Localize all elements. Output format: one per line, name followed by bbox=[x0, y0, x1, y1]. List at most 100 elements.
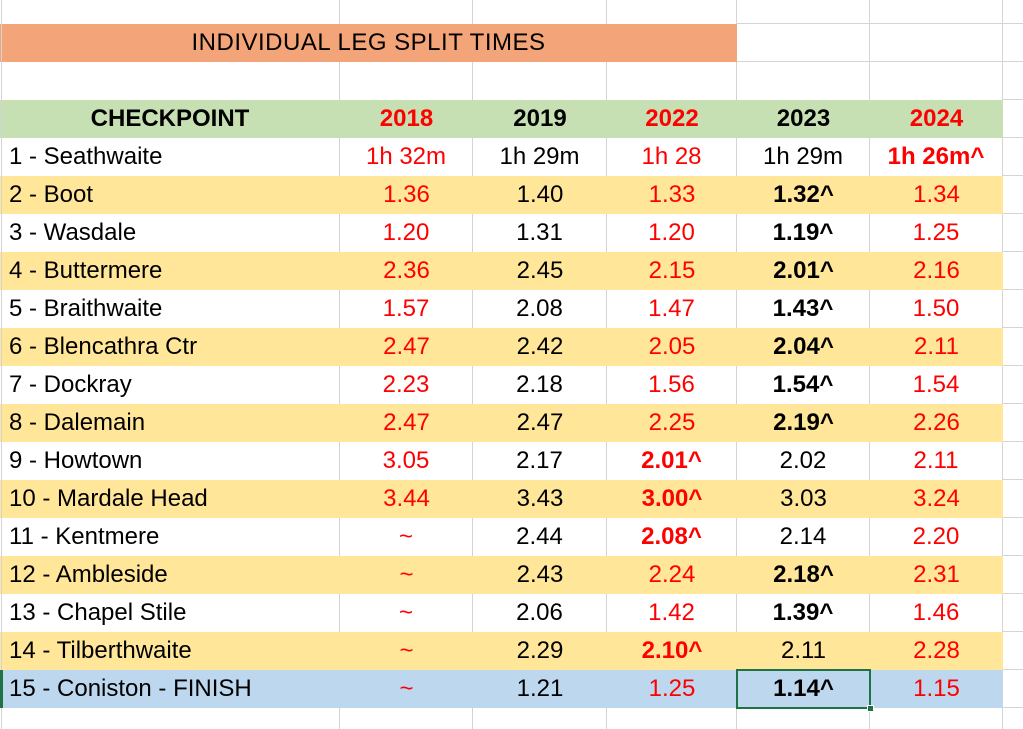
checkpoint-cell-row7[interactable]: 7 - Dockray bbox=[0, 366, 340, 404]
value-cell-row4-2019[interactable]: 2.45 bbox=[473, 252, 607, 290]
value-cell-row6-2022[interactable]: 2.05 bbox=[607, 328, 737, 366]
value-cell-row6-2023[interactable]: 2.04^ bbox=[737, 328, 870, 366]
value-cell-row7-2022[interactable]: 1.56 bbox=[607, 366, 737, 404]
value-cell-row7-2019[interactable]: 2.18 bbox=[473, 366, 607, 404]
value-cell-row2-2023[interactable]: 1.32^ bbox=[737, 176, 870, 214]
checkpoint-cell-row5[interactable]: 5 - Braithwaite bbox=[0, 290, 340, 328]
empty-cell[interactable] bbox=[870, 708, 1003, 729]
value-cell-row3-2018[interactable]: 1.20 bbox=[340, 214, 473, 252]
empty-cell[interactable] bbox=[1003, 176, 1023, 214]
value-cell-row11-2022[interactable]: 2.08^ bbox=[607, 518, 737, 556]
checkpoint-cell-row2[interactable]: 2 - Boot bbox=[0, 176, 340, 214]
value-cell-row2-2018[interactable]: 1.36 bbox=[340, 176, 473, 214]
value-cell-row14-2023[interactable]: 2.11 bbox=[737, 632, 870, 670]
empty-cell[interactable] bbox=[1003, 290, 1023, 328]
empty-cell[interactable] bbox=[1003, 442, 1023, 480]
checkpoint-cell-row8[interactable]: 8 - Dalemain bbox=[0, 404, 340, 442]
empty-cell[interactable] bbox=[607, 62, 737, 100]
value-cell-row1-2024[interactable]: 1h 26m^ bbox=[870, 138, 1003, 176]
value-cell-row5-2024[interactable]: 1.50 bbox=[870, 290, 1003, 328]
value-cell-row4-2024[interactable]: 2.16 bbox=[870, 252, 1003, 290]
value-cell-row5-2019[interactable]: 2.08 bbox=[473, 290, 607, 328]
value-cell-row4-2018[interactable]: 2.36 bbox=[340, 252, 473, 290]
value-cell-row14-2022[interactable]: 2.10^ bbox=[607, 632, 737, 670]
value-cell-row12-2024[interactable]: 2.31 bbox=[870, 556, 1003, 594]
header-cell-checkpoint[interactable]: CHECKPOINT bbox=[0, 100, 340, 138]
value-cell-row5-2023[interactable]: 1.43^ bbox=[737, 290, 870, 328]
value-cell-row7-2023[interactable]: 1.54^ bbox=[737, 366, 870, 404]
value-cell-row14-2024[interactable]: 2.28 bbox=[870, 632, 1003, 670]
empty-cell[interactable] bbox=[737, 24, 870, 62]
value-cell-row3-2022[interactable]: 1.20 bbox=[607, 214, 737, 252]
value-cell-row11-2023[interactable]: 2.14 bbox=[737, 518, 870, 556]
value-cell-row10-2019[interactable]: 3.43 bbox=[473, 480, 607, 518]
checkpoint-cell-row3[interactable]: 3 - Wasdale bbox=[0, 214, 340, 252]
value-cell-row13-2024[interactable]: 1.46 bbox=[870, 594, 1003, 632]
checkpoint-cell-row9[interactable]: 9 - Howtown bbox=[0, 442, 340, 480]
empty-cell[interactable] bbox=[1003, 62, 1023, 100]
value-cell-row10-2023[interactable]: 3.03 bbox=[737, 480, 870, 518]
value-cell-row15-2022[interactable]: 1.25 bbox=[607, 670, 737, 708]
empty-cell[interactable] bbox=[737, 0, 870, 24]
value-cell-row10-2024[interactable]: 3.24 bbox=[870, 480, 1003, 518]
empty-cell[interactable] bbox=[473, 62, 607, 100]
checkpoint-cell-row14[interactable]: 14 - Tilberthwaite bbox=[0, 632, 340, 670]
checkpoint-cell-row15[interactable]: 15 - Coniston - FINISH bbox=[0, 670, 340, 708]
value-cell-row1-2018[interactable]: 1h 32m bbox=[340, 138, 473, 176]
value-cell-row8-2023[interactable]: 2.19^ bbox=[737, 404, 870, 442]
value-cell-row11-2024[interactable]: 2.20 bbox=[870, 518, 1003, 556]
header-cell-2023[interactable]: 2023 bbox=[737, 100, 870, 138]
value-cell-row7-2018[interactable]: 2.23 bbox=[340, 366, 473, 404]
empty-cell[interactable] bbox=[870, 0, 1003, 24]
empty-cell[interactable] bbox=[0, 708, 340, 729]
header-cell-2018[interactable]: 2018 bbox=[340, 100, 473, 138]
header-cell-2024[interactable]: 2024 bbox=[870, 100, 1003, 138]
empty-cell[interactable] bbox=[1003, 328, 1023, 366]
title-banner-cell[interactable]: INDIVIDUAL LEG SPLIT TIMES bbox=[0, 24, 737, 62]
value-cell-row8-2022[interactable]: 2.25 bbox=[607, 404, 737, 442]
value-cell-row5-2018[interactable]: 1.57 bbox=[340, 290, 473, 328]
checkpoint-cell-row10[interactable]: 10 - Mardale Head bbox=[0, 480, 340, 518]
empty-cell[interactable] bbox=[340, 708, 473, 729]
value-cell-row6-2019[interactable]: 2.42 bbox=[473, 328, 607, 366]
value-cell-row6-2018[interactable]: 2.47 bbox=[340, 328, 473, 366]
empty-cell[interactable] bbox=[1003, 366, 1023, 404]
empty-cell[interactable] bbox=[870, 24, 1003, 62]
value-cell-row3-2024[interactable]: 1.25 bbox=[870, 214, 1003, 252]
value-cell-row12-2019[interactable]: 2.43 bbox=[473, 556, 607, 594]
empty-cell[interactable] bbox=[737, 62, 870, 100]
empty-cell[interactable] bbox=[1003, 0, 1023, 24]
empty-cell[interactable] bbox=[1003, 404, 1023, 442]
checkpoint-cell-row4[interactable]: 4 - Buttermere bbox=[0, 252, 340, 290]
fill-handle[interactable] bbox=[867, 705, 874, 712]
value-cell-row8-2024[interactable]: 2.26 bbox=[870, 404, 1003, 442]
empty-cell[interactable] bbox=[870, 62, 1003, 100]
value-cell-row1-2019[interactable]: 1h 29m bbox=[473, 138, 607, 176]
empty-cell[interactable] bbox=[1003, 632, 1023, 670]
empty-cell[interactable] bbox=[607, 708, 737, 729]
empty-cell[interactable] bbox=[1003, 480, 1023, 518]
header-cell-2019[interactable]: 2019 bbox=[473, 100, 607, 138]
value-cell-row6-2024[interactable]: 2.11 bbox=[870, 328, 1003, 366]
checkpoint-cell-row12[interactable]: 12 - Ambleside bbox=[0, 556, 340, 594]
value-cell-row8-2019[interactable]: 2.47 bbox=[473, 404, 607, 442]
value-cell-row8-2018[interactable]: 2.47 bbox=[340, 404, 473, 442]
value-cell-row9-2019[interactable]: 2.17 bbox=[473, 442, 607, 480]
empty-cell[interactable] bbox=[737, 708, 870, 729]
empty-cell[interactable] bbox=[0, 62, 340, 100]
value-cell-row12-2018[interactable]: ~ bbox=[340, 556, 473, 594]
header-cell-2022[interactable]: 2022 bbox=[607, 100, 737, 138]
value-cell-row13-2018[interactable]: ~ bbox=[340, 594, 473, 632]
value-cell-row5-2022[interactable]: 1.47 bbox=[607, 290, 737, 328]
value-cell-row15-2018[interactable]: ~ bbox=[340, 670, 473, 708]
empty-cell[interactable] bbox=[607, 0, 737, 24]
value-cell-row15-2023[interactable]: 1.14^ bbox=[737, 670, 870, 708]
empty-cell[interactable] bbox=[1003, 138, 1023, 176]
checkpoint-cell-row11[interactable]: 11 - Kentmere bbox=[0, 518, 340, 556]
empty-cell[interactable] bbox=[1003, 518, 1023, 556]
empty-cell[interactable] bbox=[473, 0, 607, 24]
empty-cell[interactable] bbox=[1003, 594, 1023, 632]
empty-cell[interactable] bbox=[1003, 214, 1023, 252]
empty-cell[interactable] bbox=[1003, 670, 1023, 708]
value-cell-row2-2022[interactable]: 1.33 bbox=[607, 176, 737, 214]
